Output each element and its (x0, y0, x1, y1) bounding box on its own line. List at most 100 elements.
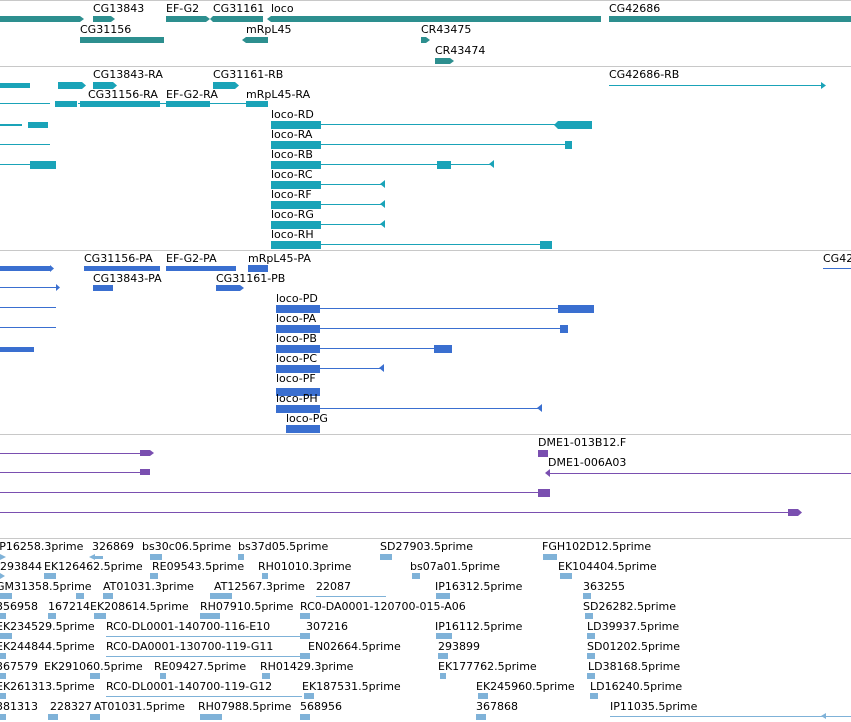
est-label[interactable]: RH07910.5prime (200, 600, 294, 613)
protein-label[interactable]: loco-PG (286, 412, 328, 425)
gene-label[interactable]: loco (271, 2, 294, 15)
gene-bar (271, 16, 601, 22)
gene-track: CG13843 EF-G2 CG31161 loco CG42686 CG311… (0, 0, 851, 66)
est-label[interactable]: 363255 (583, 580, 625, 593)
est-label[interactable]: EK261313.5prime (0, 680, 95, 693)
gene-label[interactable]: CR43475 (421, 23, 472, 36)
clone-track: DME1-013B12.F DME1-006A03 (0, 434, 851, 538)
est-label[interactable]: RC0-DA0001-120700-015-A06 (300, 600, 466, 613)
est-label[interactable]: IP11035.5prime (610, 700, 698, 713)
est-label[interactable]: 356958 (0, 600, 38, 613)
est-label[interactable]: 307216 (306, 620, 348, 633)
est-label[interactable]: FGH102D12.5prime (542, 540, 652, 553)
est-label[interactable]: 293844 (0, 560, 42, 573)
est-track-shapes (0, 554, 851, 720)
protein-label[interactable]: loco-PH (276, 392, 318, 405)
gene-label[interactable]: CG31156 (80, 23, 132, 36)
est-label[interactable]: RC0-DL0001-140700-116-E10 (106, 620, 271, 633)
est-label[interactable]: EK244844.5prime (0, 640, 95, 653)
est-label[interactable]: 293899 (438, 640, 480, 653)
transcript-label[interactable]: CG31156-RA (88, 88, 158, 101)
est-label[interactable]: IP16112.5prime (435, 620, 523, 633)
est-label[interactable]: 568956 (300, 700, 342, 713)
gene-label[interactable]: CG31161 (213, 2, 265, 15)
est-label[interactable]: LD39937.5prime (587, 620, 680, 633)
gene-label[interactable]: CG13843 (93, 2, 145, 15)
est-label[interactable]: EK104404.5prime (558, 560, 657, 573)
est-label[interactable]: SD26282.5prime (583, 600, 676, 613)
track-border (0, 250, 851, 251)
protein-label[interactable]: loco-PA (276, 312, 317, 325)
est-label[interactable]: RE09543.5prime (152, 560, 245, 573)
est-label[interactable]: GM31358.5prime (0, 580, 92, 593)
est-label[interactable]: RC0-DL0001-140700-119-G12 (106, 680, 273, 693)
est-label[interactable]: EK245960.5prime (476, 680, 575, 693)
protein-label[interactable]: EF-G2-PA (166, 252, 217, 265)
est-label[interactable]: AT01031.3prime (103, 580, 194, 593)
est-label[interactable]: SD01202.5prime (587, 640, 680, 653)
protein-label[interactable]: CG13843-PA (93, 272, 162, 285)
est-label[interactable]: RC0-DA0001-130700-119-G11 (106, 640, 274, 653)
transcript-label[interactable]: loco-RB (271, 148, 313, 161)
est-label[interactable]: AT01031.5prime (94, 700, 185, 713)
transcript-label[interactable]: loco-RG (271, 208, 314, 221)
transcript-label[interactable]: loco-RF (271, 188, 312, 201)
est-label[interactable]: EN02664.5prime (308, 640, 401, 653)
est-label[interactable]: 381313 (0, 700, 38, 713)
gene-label[interactable]: EF-G2 (166, 2, 200, 15)
est-label[interactable]: EK291060.5prime (44, 660, 143, 673)
est-label[interactable]: IP16258.3prime (0, 540, 84, 553)
transcript-label[interactable]: loco-RD (271, 108, 314, 121)
gene-label[interactable]: CG42686 (609, 2, 661, 15)
est-label[interactable]: EK234529.5prime (0, 620, 95, 633)
est-label[interactable]: 367579 (0, 660, 38, 673)
gene-bar (609, 16, 851, 22)
protein-label[interactable]: loco-PB (276, 332, 317, 345)
est-label[interactable]: RH07988.5prime (198, 700, 292, 713)
est-label[interactable]: IP16312.5prime (435, 580, 523, 593)
est-label[interactable]: SD27903.5prime (380, 540, 473, 553)
protein-label[interactable]: CG42 (823, 252, 851, 265)
transcript-label[interactable]: loco-RH (271, 228, 314, 241)
gene-bar (0, 16, 80, 22)
est-label[interactable]: RE09427.5prime (154, 660, 247, 673)
protein-label[interactable]: CG31156-PA (84, 252, 153, 265)
protein-track-shapes (0, 265, 851, 433)
protein-label[interactable]: CG31161-PB (216, 272, 286, 285)
gene-label[interactable]: CR43474 (435, 44, 486, 57)
protein-label[interactable]: loco-PC (276, 352, 318, 365)
est-label[interactable]: RH01429.3prime (260, 660, 354, 673)
est-label[interactable]: EK126462.5prime (44, 560, 143, 573)
track-border (0, 434, 851, 435)
transcript-label[interactable]: loco-RC (271, 168, 313, 181)
gene-bar (93, 16, 111, 22)
est-label[interactable]: 22087 (316, 580, 351, 593)
est-label[interactable]: LD38168.5prime (588, 660, 681, 673)
clone-label[interactable]: DME1-006A03 (548, 456, 627, 469)
transcript-label[interactable]: CG13843-RA (93, 68, 163, 81)
est-label[interactable]: 367868 (476, 700, 518, 713)
protein-label[interactable]: mRpL45-PA (248, 252, 311, 265)
est-label[interactable]: EK208614.5prime (90, 600, 189, 613)
transcript-label[interactable]: mRpL45-RA (246, 88, 311, 101)
est-label[interactable]: bs07a01.5prime (410, 560, 500, 573)
transcript-label[interactable]: CG31161-RB (213, 68, 284, 81)
est-label[interactable]: LD16240.5prime (590, 680, 683, 693)
est-label[interactable]: AT12567.3prime (214, 580, 305, 593)
est-label[interactable]: bs30c06.5prime (142, 540, 232, 553)
est-label[interactable]: 326869 (92, 540, 134, 553)
protein-label[interactable]: loco-PD (276, 292, 318, 305)
est-label[interactable]: 228327 (50, 700, 92, 713)
transcript-label[interactable]: loco-RA (271, 128, 313, 141)
transcript-label[interactable]: CG42686-RB (609, 68, 680, 81)
protein-label[interactable]: loco-PF (276, 372, 316, 385)
transcript-label[interactable]: EF-G2-RA (166, 88, 218, 101)
clone-label[interactable]: DME1-013B12.F (538, 436, 627, 449)
est-label[interactable]: RH01010.3prime (258, 560, 352, 573)
est-label[interactable]: EK177762.5prime (438, 660, 537, 673)
est-label[interactable]: EK187531.5prime (302, 680, 401, 693)
est-label[interactable]: bs37d05.5prime (238, 540, 329, 553)
gene-bar (435, 58, 450, 64)
gene-label[interactable]: mRpL45 (246, 23, 292, 36)
est-label[interactable]: 167214 (48, 600, 90, 613)
